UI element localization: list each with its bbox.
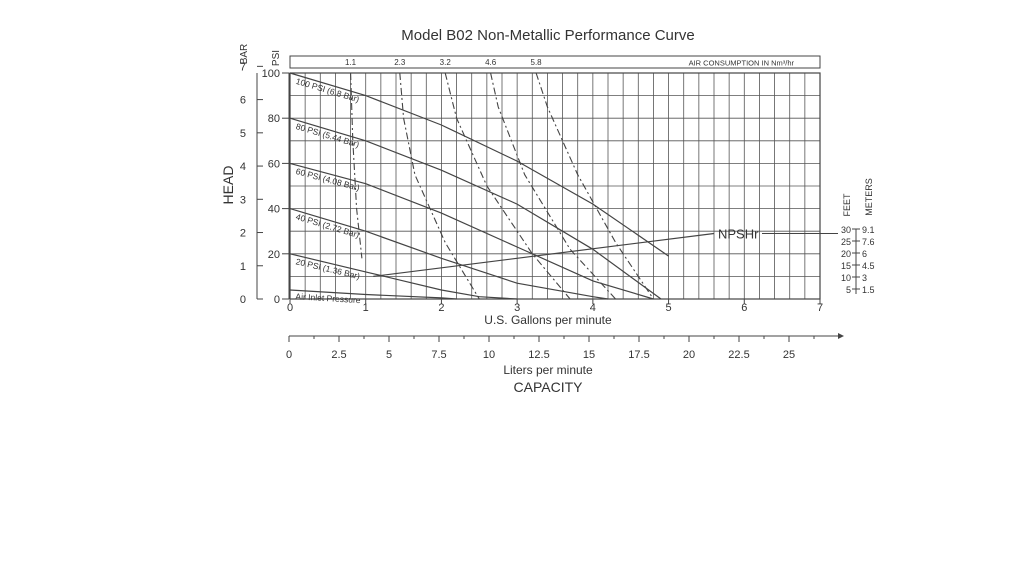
meters-tick-label: 1.5 (862, 285, 875, 295)
gpm-tick-label: 7 (817, 302, 823, 314)
head-axis-title: HEAD (220, 166, 236, 205)
bar-tick-label: 2 (240, 228, 246, 240)
feet-tick-label: 30 (841, 225, 851, 235)
bar-tick-label: 6 (240, 95, 246, 107)
plot-frame (289, 72, 821, 300)
npshr-line (373, 232, 715, 277)
psi-tick-label: 0 (274, 294, 280, 306)
series-label: Air Inlet Pressure (295, 291, 361, 305)
meters-tick-label: 9.1 (862, 225, 875, 235)
gpm-tick-label: 2 (438, 302, 444, 314)
series-line (289, 72, 669, 257)
air-consumption-tick: 5.8 (531, 58, 543, 67)
gpm-tick-label: 1 (363, 302, 369, 314)
lpm-axis-arrow (838, 333, 844, 339)
lpm-tick-label: 25 (783, 349, 795, 361)
chart-grid (289, 72, 821, 300)
lpm-tick-label: 5 (386, 349, 392, 361)
lpm-tick-label: 22.5 (728, 349, 749, 361)
chart-title: Model B02 Non-Metallic Performance Curve (401, 27, 694, 44)
meters-tick-label: 4.5 (862, 261, 875, 271)
lpm-tick-label: 10 (483, 349, 495, 361)
series-line (289, 162, 654, 300)
gpm-tick-label: 5 (666, 302, 672, 314)
series-line (289, 289, 457, 300)
lpm-tick-label: 17.5 (628, 349, 649, 361)
psi-tick-label: 100 (262, 68, 280, 80)
feet-tick-label: 15 (841, 261, 851, 271)
meters-tick-label: 6 (862, 249, 867, 259)
gpm-tick-label: 4 (590, 302, 596, 314)
gpm-tick-label: 6 (741, 302, 747, 314)
air-consumption-label: AIR CONSUMPTION IN Nm³/hr (689, 59, 795, 68)
series-label: 60 PSI (4.08 Bar) (295, 166, 361, 193)
bar-tick-label: 1 (240, 261, 246, 273)
air-consumption-tick: 2.3 (394, 58, 406, 67)
feet-tick-label: 10 (841, 273, 851, 283)
air-consumption-header (289, 55, 821, 69)
series-line (289, 253, 518, 300)
bar-tick-label: 3 (240, 194, 246, 206)
series-line (289, 117, 662, 300)
meters-tick-label: 3 (862, 273, 867, 283)
psi-tick-label: 40 (268, 204, 280, 216)
air-consumption-tick: 4.6 (485, 58, 497, 67)
lpm-tick-label: 2.5 (331, 349, 346, 361)
psi-tick-label: 20 (268, 249, 280, 261)
air-consumption-tick: 3.2 (440, 58, 452, 67)
psi-tick-label: 80 (268, 113, 280, 125)
series-line (289, 208, 609, 300)
air-consumption-curve (350, 72, 363, 259)
lpm-tick-label: 20 (683, 349, 695, 361)
air-consumption-curve (490, 72, 617, 300)
bar-tick-label: 5 (240, 128, 246, 140)
psi-tick-label: 60 (268, 158, 280, 170)
feet-tick-label: 25 (841, 237, 851, 247)
gpm-tick-label: 0 (287, 302, 293, 314)
capacity-title: CAPACITY (514, 379, 584, 395)
feet-tick-label: 5 (846, 285, 851, 295)
bar-tick-label: 7 (240, 61, 246, 73)
air-consumption-curve (535, 72, 654, 300)
bar-tick-label: 4 (240, 161, 246, 173)
lpm-tick-label: 0 (286, 349, 292, 361)
gpm-tick-label: 3 (514, 302, 520, 314)
gpm-axis-title: U.S. Gallons per minute (484, 313, 612, 327)
air-consumption-curve (399, 72, 480, 300)
npshr-label: NPSHr (718, 226, 759, 241)
lpm-tick-label: 7.5 (431, 349, 446, 361)
air-consumption-curve (444, 72, 571, 300)
psi-axis-title: PSI (271, 50, 282, 66)
lpm-tick-label: 12.5 (528, 349, 549, 361)
air-consumption-tick: 1.1 (345, 58, 357, 67)
feet-tick-label: 20 (841, 249, 851, 259)
lpm-tick-label: 15 (583, 349, 595, 361)
bar-axis-title: BAR (239, 44, 250, 65)
meters-tick-label: 7.6 (862, 237, 875, 247)
bar-tick-label: 0 (240, 294, 246, 306)
lpm-axis-title: Liters per minute (503, 363, 593, 377)
meters-axis-title: METERS (864, 178, 874, 216)
feet-axis-title: FEET (842, 193, 852, 217)
